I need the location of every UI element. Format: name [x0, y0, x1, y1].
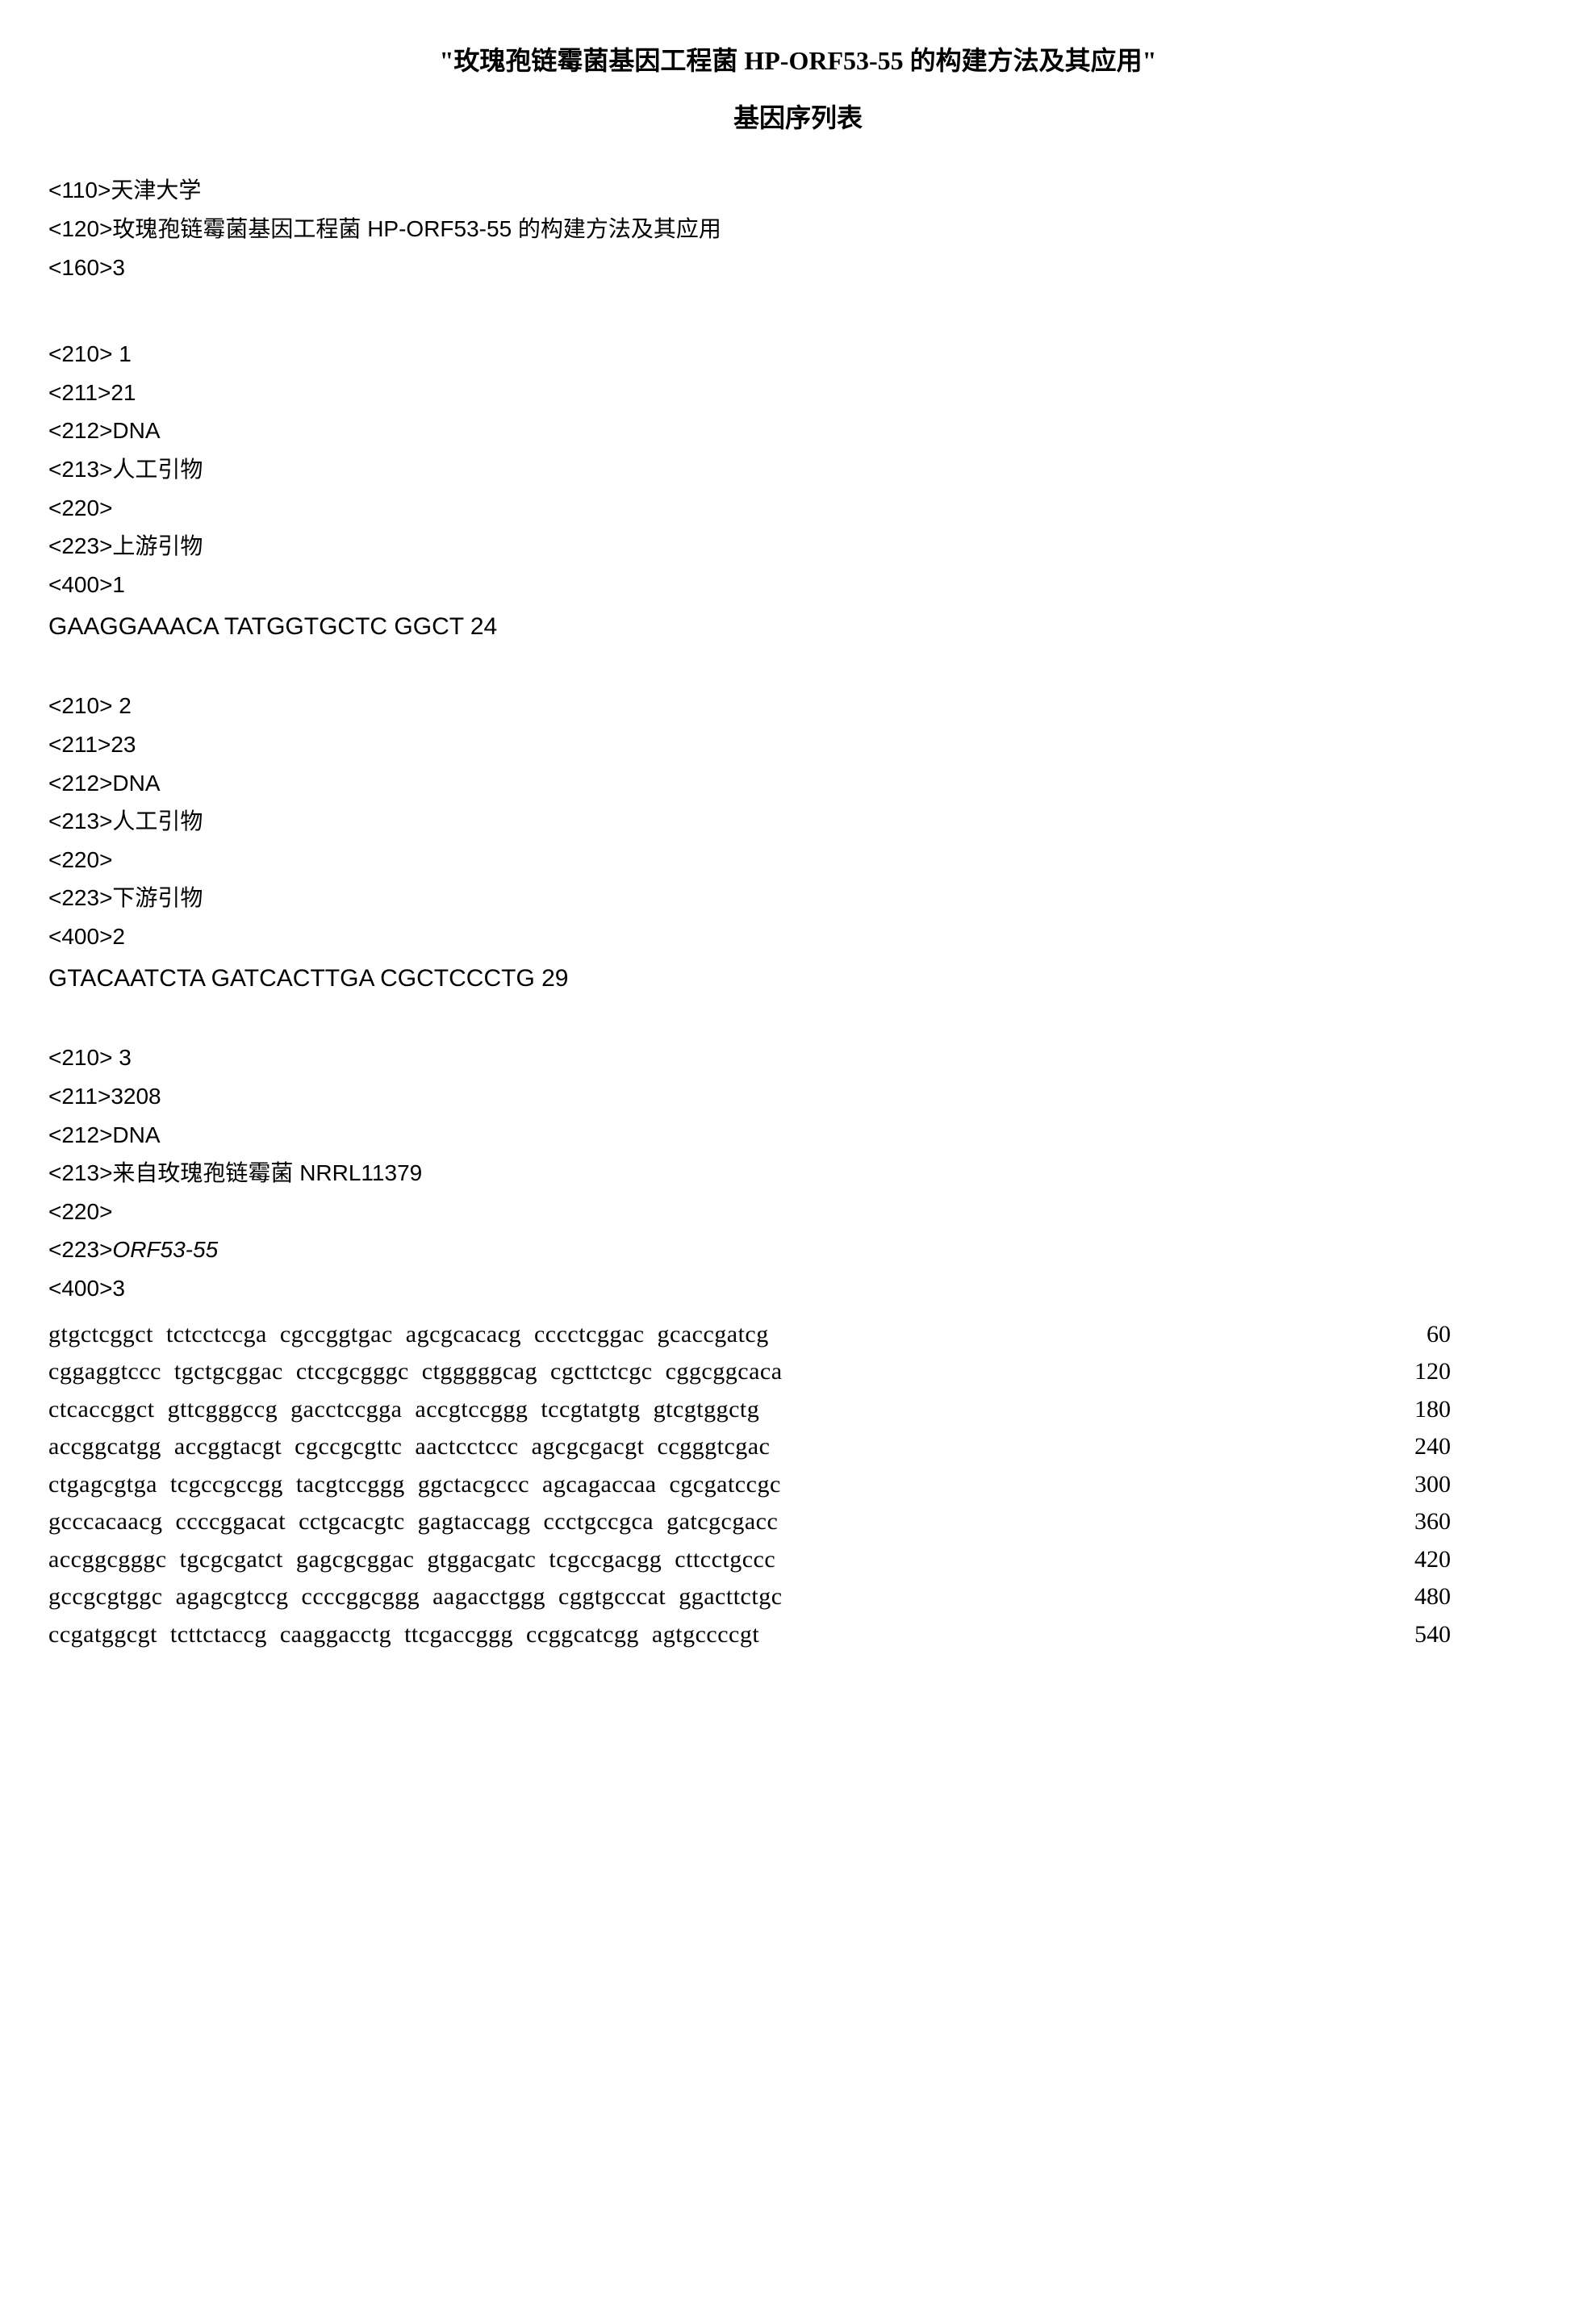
- long-seq-position: 120: [1414, 1353, 1548, 1391]
- seq2-sequence: GTACAATCTA GATCACTTGA CGCTCCCTG 29: [48, 959, 1548, 998]
- seq3-tag223: <223>ORF53-55: [48, 1231, 1548, 1269]
- long-seq-row: accggcatgg accggtacgt cgccgcgttc aactcct…: [48, 1428, 1548, 1466]
- long-seq-row: ctgagcgtga tcgccgccgg tacgtccggg ggctacg…: [48, 1466, 1548, 1504]
- seq1-tag223: <223>上游引物: [48, 527, 1548, 566]
- seq2-tag210: <210> 2: [48, 687, 1548, 725]
- header-block: <110>天津大学 <120>玫瑰孢链霉菌基因工程菌 HP-ORF53-55 的…: [48, 171, 1548, 286]
- seq1-tag400: <400>1: [48, 566, 1548, 604]
- seq3-tag223-orf: ORF53-55: [112, 1237, 218, 1262]
- seq1-tag210: <210> 1: [48, 335, 1548, 374]
- seq1-tag211: <211>21: [48, 374, 1548, 412]
- long-seq-row: accggcgggc tgcgcgatct gagcgcggac gtggacg…: [48, 1541, 1548, 1579]
- seq2-tag223: <223>下游引物: [48, 879, 1548, 917]
- long-seq-row: ccgatggcgt tcttctaccg caaggacctg ttcgacc…: [48, 1616, 1548, 1654]
- tag-160: <160>3: [48, 249, 1548, 287]
- seq3-tag400: <400>3: [48, 1269, 1548, 1308]
- sequence-block-2: <210> 2 <211>23 <212>DNA <213>人工引物 <220>…: [48, 687, 1548, 998]
- seq2-tag220: <220>: [48, 841, 1548, 880]
- seq3-tag210: <210> 3: [48, 1038, 1548, 1077]
- long-seq-row: gcccacaacg ccccggacat cctgcacgtc gagtacc…: [48, 1503, 1548, 1541]
- long-seq-position: 60: [1427, 1316, 1548, 1354]
- seq2-tag213: <213>人工引物: [48, 802, 1548, 841]
- long-seq-text: gcccacaacg ccccggacat cctgcacgtc gagtacc…: [48, 1503, 778, 1541]
- long-seq-position: 480: [1414, 1578, 1548, 1616]
- long-seq-position: 360: [1414, 1503, 1548, 1541]
- long-seq-row: gccgcgtggc agagcgtccg ccccggcggg aagacct…: [48, 1578, 1548, 1616]
- long-seq-text: gtgctcggct tctcctccga cgccggtgac agcgcac…: [48, 1316, 769, 1354]
- document-title: "玫瑰孢链霉菌基因工程菌 HP-ORF53-55 的构建方法及其应用": [48, 40, 1548, 81]
- long-seq-position: 300: [1414, 1466, 1548, 1504]
- seq2-tag212: <212>DNA: [48, 764, 1548, 803]
- long-sequence-container: gtgctcggct tctcctccga cgccggtgac agcgcac…: [48, 1316, 1548, 1654]
- sequence-block-3: <210> 3 <211>3208 <212>DNA <213>来自玫瑰孢链霉菌…: [48, 1038, 1548, 1307]
- long-seq-position: 540: [1414, 1616, 1548, 1654]
- long-seq-text: ccgatggcgt tcttctaccg caaggacctg ttcgacc…: [48, 1616, 759, 1654]
- long-seq-position: 180: [1414, 1391, 1548, 1429]
- long-seq-text: accggcatgg accggtacgt cgccgcgttc aactcct…: [48, 1428, 770, 1466]
- tag-110: <110>天津大学: [48, 171, 1548, 210]
- long-seq-position: 420: [1414, 1541, 1548, 1579]
- long-seq-text: ctcaccggct gttcgggccg gacctccgga accgtcc…: [48, 1391, 759, 1429]
- seq2-tag211: <211>23: [48, 725, 1548, 764]
- long-seq-text: accggcgggc tgcgcgatct gagcgcggac gtggacg…: [48, 1541, 775, 1579]
- seq1-sequence: GAAGGAAACA TATGGTGCTC GGCT 24: [48, 608, 1548, 646]
- long-seq-text: gccgcgtggc agagcgtccg ccccggcggg aagacct…: [48, 1578, 783, 1616]
- seq1-tag212: <212>DNA: [48, 412, 1548, 450]
- seq3-tag220: <220>: [48, 1193, 1548, 1231]
- sequence-block-1: <210> 1 <211>21 <212>DNA <213>人工引物 <220>…: [48, 335, 1548, 646]
- long-seq-text: ctgagcgtga tcgccgccgg tacgtccggg ggctacg…: [48, 1466, 781, 1504]
- document-subtitle: 基因序列表: [48, 98, 1548, 139]
- long-seq-row: ctcaccggct gttcgggccg gacctccgga accgtcc…: [48, 1391, 1548, 1429]
- seq1-tag220: <220>: [48, 489, 1548, 528]
- seq3-tag212: <212>DNA: [48, 1116, 1548, 1155]
- long-seq-row: gtgctcggct tctcctccga cgccggtgac agcgcac…: [48, 1316, 1548, 1354]
- seq1-tag213: <213>人工引物: [48, 450, 1548, 489]
- long-seq-position: 240: [1414, 1428, 1548, 1466]
- long-seq-row: cggaggtccc tgctgcggac ctccgcgggc ctggggg…: [48, 1353, 1548, 1391]
- long-seq-text: cggaggtccc tgctgcggac ctccgcgggc ctggggg…: [48, 1353, 783, 1391]
- seq3-tag213: <213>来自玫瑰孢链霉菌 NRRL11379: [48, 1154, 1548, 1193]
- tag-120: <120>玫瑰孢链霉菌基因工程菌 HP-ORF53-55 的构建方法及其应用: [48, 210, 1548, 249]
- seq3-tag211: <211>3208: [48, 1077, 1548, 1116]
- seq3-tag223-prefix: <223>: [48, 1237, 112, 1262]
- seq2-tag400: <400>2: [48, 917, 1548, 956]
